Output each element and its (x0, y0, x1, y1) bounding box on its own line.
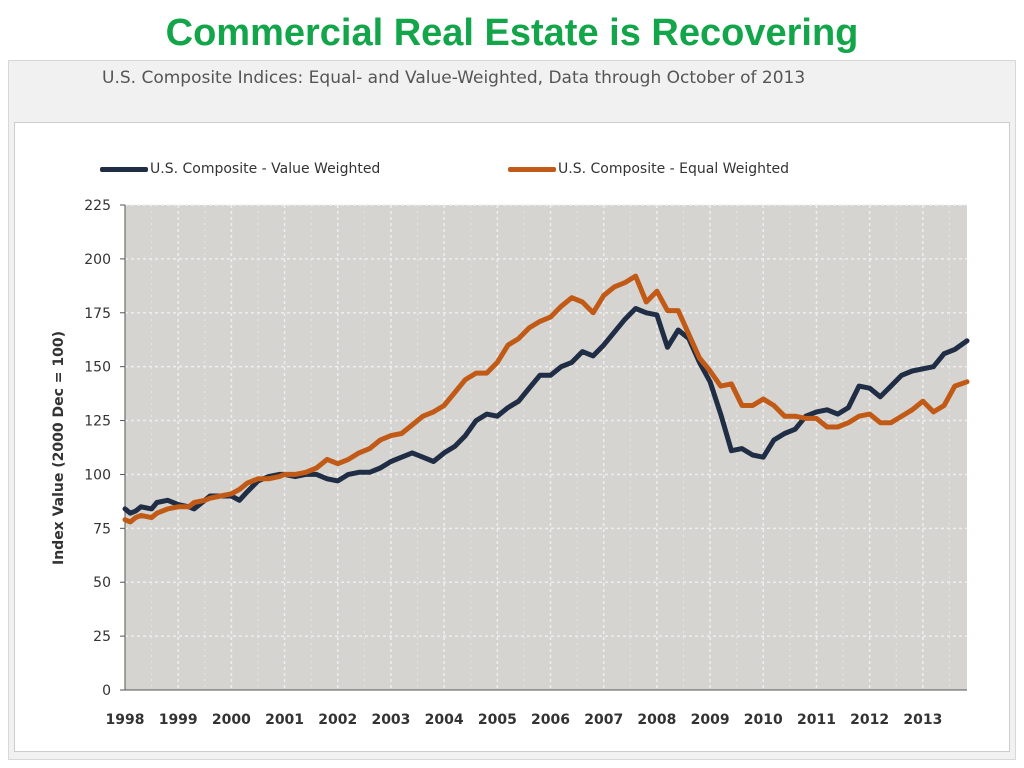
y-tick-label: 225 (84, 198, 111, 214)
plot-area (125, 205, 967, 690)
x-tick-label: 2002 (318, 712, 357, 728)
x-tick-label: 2010 (744, 712, 783, 728)
y-tick-label: 150 (84, 360, 111, 376)
legend-swatch-equal-weighted (508, 166, 556, 172)
x-tick-label: 2003 (371, 712, 410, 728)
y-tick-label: 100 (84, 467, 111, 483)
legend-item-equal-weighted: U.S. Composite - Equal Weighted (508, 161, 789, 177)
series-line-equal-weighted (122, 273, 970, 525)
y-tick-label: 200 (84, 252, 111, 268)
y-tick-label: 50 (93, 575, 111, 591)
y-tick-label: 175 (84, 306, 111, 322)
y-tick-label: 0 (102, 683, 111, 699)
slide-title: Commercial Real Estate is Recovering (165, 12, 859, 54)
x-tick-label: 1999 (159, 712, 198, 728)
y-tick-label: 25 (93, 629, 111, 645)
x-tick-label: 2006 (531, 712, 570, 728)
series-line-value-weighted (122, 306, 970, 516)
x-tick-label: 2008 (637, 712, 676, 728)
chart-title: U.S. Composite Indices: Equal- and Value… (102, 68, 806, 88)
legend-swatch-value-weighted (100, 166, 148, 172)
x-tick-label: 2001 (265, 712, 304, 728)
x-tick-label: 2012 (850, 712, 889, 728)
x-tick-label: 2007 (584, 712, 623, 728)
x-tick-label: 2009 (691, 712, 730, 728)
legend-label-equal-weighted: U.S. Composite - Equal Weighted (558, 161, 789, 177)
legend-item-value-weighted: U.S. Composite - Value Weighted (100, 161, 380, 177)
x-tick-label: 2011 (797, 712, 836, 728)
x-tick-label: 1998 (106, 712, 145, 728)
x-tick-label: 2013 (903, 712, 942, 728)
x-tick-label: 2004 (425, 712, 464, 728)
y-tick-label: 75 (93, 521, 111, 537)
legend-label-value-weighted: U.S. Composite - Value Weighted (150, 161, 381, 177)
x-tick-label: 2000 (212, 712, 251, 728)
x-tick-label: 2005 (478, 712, 517, 728)
y-tick-label: 125 (84, 414, 111, 430)
